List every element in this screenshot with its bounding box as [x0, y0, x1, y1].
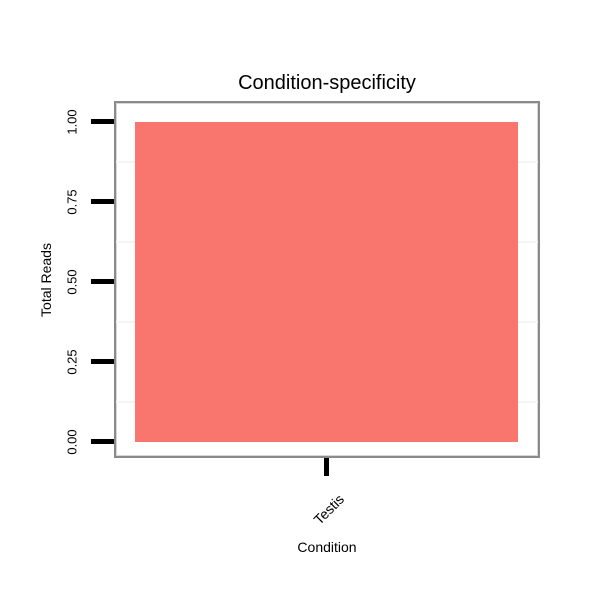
- x-category-label: Testis: [310, 491, 348, 528]
- y-tick-label: 0.00: [64, 429, 80, 455]
- y-axis-tick: [91, 119, 114, 124]
- chart-title: Condition-specificity: [238, 72, 416, 94]
- y-axis-tick: [91, 439, 114, 444]
- x-axis-title: Condition: [297, 539, 357, 555]
- y-tick-label: 0.75: [64, 189, 80, 215]
- y-tick-label: 0.25: [64, 349, 80, 375]
- y-tick-label: 0.50: [64, 269, 80, 295]
- bar-testis: [135, 122, 518, 442]
- x-axis-tick: [324, 458, 329, 476]
- y-axis-title: Total Reads: [38, 243, 54, 317]
- plot-panel: [114, 101, 540, 458]
- y-axis-tick: [91, 279, 114, 284]
- y-tick-label: 1.00: [64, 109, 80, 135]
- y-axis-tick: [91, 359, 114, 364]
- y-axis-tick: [91, 199, 114, 204]
